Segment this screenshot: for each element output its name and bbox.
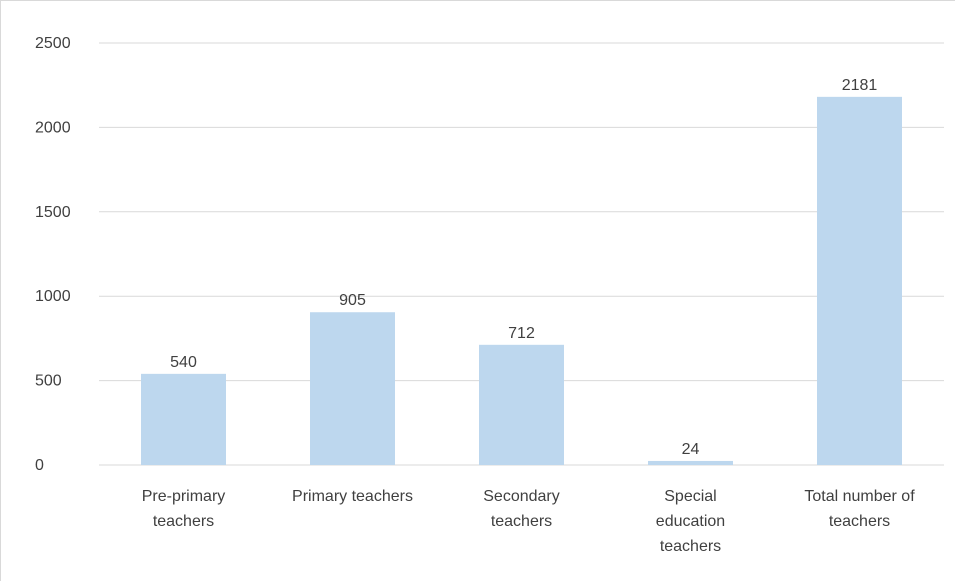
x-category-label-line: Total number of	[804, 488, 915, 505]
data-label: 905	[339, 292, 366, 309]
y-tick-label: 1500	[35, 204, 71, 221]
x-axis-category-labels: Pre-primary teachers Primary teachers Secon…	[142, 488, 915, 555]
bars	[141, 96, 902, 465]
y-tick-label: 0	[35, 457, 44, 474]
bar	[310, 312, 395, 465]
x-category-label-line: Primary teachers	[292, 488, 413, 505]
data-label: 24	[682, 441, 700, 458]
bar	[817, 96, 902, 465]
data-label: 712	[508, 325, 535, 342]
gridlines	[99, 42, 944, 466]
data-labels: 540 905 712 24 2181	[170, 77, 877, 458]
x-category-label: Pre-primary teachers	[142, 488, 226, 530]
y-tick-label: 2500	[35, 35, 71, 52]
x-category-label-line: Pre-primary	[142, 488, 226, 505]
x-category-label: Secondary teachers	[483, 488, 560, 530]
x-category-label-line: teachers	[660, 538, 721, 555]
x-category-label-line: Special	[664, 488, 716, 505]
x-category-label: Special education teachers	[656, 488, 725, 555]
y-tick-label: 2000	[35, 119, 71, 136]
x-category-label-line: teachers	[829, 513, 890, 530]
x-category-label: Total number of teachers	[804, 488, 915, 530]
bar	[141, 373, 226, 465]
y-tick-label: 1000	[35, 288, 71, 305]
y-tick-label: 500	[35, 373, 62, 390]
bar	[648, 460, 733, 465]
data-label: 2181	[842, 77, 878, 94]
x-category-label-line: teachers	[491, 513, 552, 530]
x-category-label-line: teachers	[153, 513, 214, 530]
bar	[479, 344, 564, 465]
x-category-label-line: Secondary	[483, 488, 560, 505]
data-label: 540	[170, 354, 197, 371]
y-axis-tick-labels: 0 500 1000 1500 2000 2500	[35, 35, 71, 474]
x-category-label-line: education	[656, 513, 725, 530]
x-category-label: Primary teachers	[292, 488, 413, 505]
